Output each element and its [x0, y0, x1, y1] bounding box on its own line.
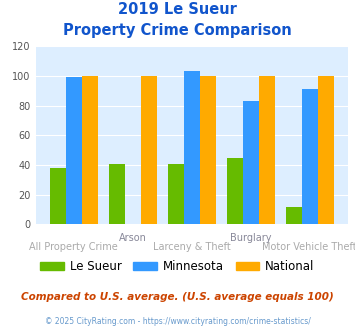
Text: 2019 Le Sueur: 2019 Le Sueur	[118, 2, 237, 16]
Bar	[50, 168, 66, 224]
Bar	[286, 207, 302, 224]
Text: © 2025 CityRating.com - https://www.cityrating.com/crime-statistics/: © 2025 CityRating.com - https://www.city…	[45, 317, 310, 326]
Bar	[141, 76, 157, 224]
Bar	[184, 72, 200, 224]
Bar	[302, 89, 318, 224]
Bar	[318, 76, 334, 224]
Text: Larceny & Theft: Larceny & Theft	[153, 242, 231, 251]
Text: Motor Vehicle Theft: Motor Vehicle Theft	[262, 242, 355, 251]
Bar	[168, 163, 184, 224]
Text: Compared to U.S. average. (U.S. average equals 100): Compared to U.S. average. (U.S. average …	[21, 292, 334, 302]
Bar	[109, 163, 125, 224]
Bar	[259, 76, 275, 224]
Text: Arson: Arson	[119, 233, 147, 243]
Text: Burglary: Burglary	[230, 233, 272, 243]
Bar	[227, 157, 243, 224]
Text: All Property Crime: All Property Crime	[29, 242, 118, 251]
Bar	[66, 77, 82, 224]
Legend: Le Sueur, Minnesota, National: Le Sueur, Minnesota, National	[36, 255, 320, 278]
Bar	[82, 76, 98, 224]
Bar	[200, 76, 215, 224]
Bar	[243, 101, 259, 224]
Text: Property Crime Comparison: Property Crime Comparison	[63, 23, 292, 38]
